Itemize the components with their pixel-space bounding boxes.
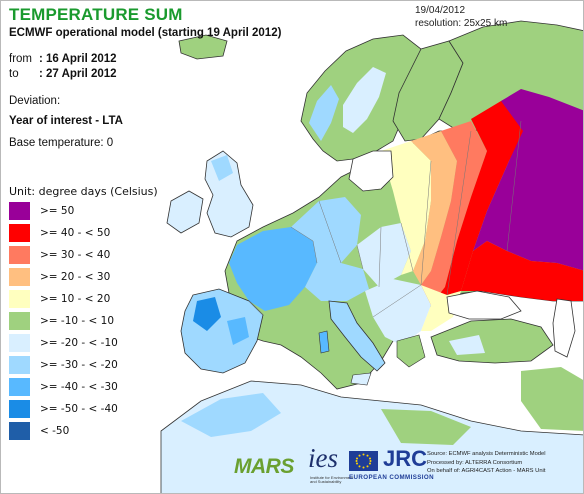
ies-logo-subtitle: Institute for Environment and Sustainabi… <box>310 475 354 484</box>
date-to-row: to : 27 April 2012 <box>9 68 117 80</box>
region-iceland <box>178 34 228 60</box>
deviation-label: Deviation: <box>9 95 61 107</box>
caspian-sea <box>552 298 576 358</box>
legend-swatch <box>9 202 30 220</box>
region-iberia-cold <box>193 297 221 331</box>
legend-item: < -50 <box>9 422 189 440</box>
legend-item: >= -50 - < -40 <box>9 400 189 418</box>
legend-label: >= -10 - < 10 <box>40 315 115 327</box>
region-sicily <box>350 372 372 386</box>
legend-label: >= 10 - < 20 <box>40 293 111 305</box>
legend-label: >= -20 - < -10 <box>40 337 118 349</box>
legend-label: >= -40 - < -30 <box>40 381 118 393</box>
credits-bar: MARS ies Institute for Environment and S… <box>231 443 583 491</box>
legend-label: >= -50 - < -40 <box>40 403 118 415</box>
region-norway-cold <box>309 85 339 141</box>
region-central-europe <box>357 223 411 287</box>
region-middle-east <box>521 367 583 431</box>
legend-swatch <box>9 246 30 264</box>
legend-swatch <box>9 400 30 418</box>
region-africa-cold <box>181 393 281 437</box>
region-warm-band-red <box>431 91 531 305</box>
legend-label: >= -30 - < -20 <box>40 359 118 371</box>
region-warm-band-yellow <box>381 141 431 275</box>
map-date: 19/04/2012 <box>415 5 466 16</box>
legend-swatch <box>9 422 30 440</box>
legend-item: >= -30 - < -20 <box>9 356 189 374</box>
region-warm-band-salmon <box>421 121 487 305</box>
region-sardinia <box>318 330 330 354</box>
legend-label: >= 40 - < 50 <box>40 227 111 239</box>
region-benelux-germany-cool <box>291 197 361 263</box>
date-from-row: from : 16 April 2012 <box>9 53 117 65</box>
region-iberia-cold-2 <box>227 317 249 345</box>
base-temperature-label: Base temperature: 0 <box>9 137 114 149</box>
source-line: Source: ECMWF analysis Deterministic Mod… <box>427 451 546 457</box>
map-subtitle: ECMWF operational model (starting 19 Apr… <box>9 27 282 39</box>
jrc-logo: JRC <box>383 446 428 471</box>
legend-label: < -50 <box>40 425 70 437</box>
region-ireland <box>166 190 204 234</box>
legend-swatch <box>9 290 30 308</box>
legend-unit-label: Unit: degree days (Celsius) <box>9 185 158 198</box>
map-resolution: resolution: 25x25 km <box>415 18 508 29</box>
source-line: On behalf of: AGRI4CAST Action - MARS Un… <box>427 468 546 474</box>
map-title: TEMPERATURE SUM <box>9 5 183 24</box>
region-alps-cool <box>305 263 369 301</box>
region-greece <box>396 334 426 368</box>
legend-label: >= 50 <box>40 205 75 217</box>
date-to-label: to <box>9 68 19 80</box>
legend-item: >= 40 - < 50 <box>9 224 189 242</box>
legend-item: >= -10 - < 10 <box>9 312 189 330</box>
mars-logo-text: MARS <box>234 455 294 478</box>
country-borders <box>248 120 522 318</box>
legend-label: >= 20 - < 30 <box>40 271 111 283</box>
date-from-value: : 16 April 2012 <box>39 53 117 65</box>
date-to-value: : 27 April 2012 <box>39 68 117 80</box>
interest-label: Year of interest - LTA <box>9 115 123 127</box>
region-scotland-cold <box>211 155 233 181</box>
baltic-sea <box>348 150 394 192</box>
legend-swatch <box>9 268 30 286</box>
region-france <box>229 227 317 311</box>
region-africa-neutral <box>381 409 471 445</box>
legend-item: >= 50 <box>9 202 189 220</box>
region-east-red-band <box>461 241 583 301</box>
region-balkans <box>365 279 431 345</box>
legend-swatch <box>9 378 30 396</box>
region-warm-band-orange <box>411 131 457 285</box>
source-line: Processed by: ALTERRA Consortium <box>427 459 523 466</box>
eu-flag-icon <box>349 451 378 471</box>
legend-item: >= 30 - < 40 <box>9 246 189 264</box>
black-sea <box>446 290 522 320</box>
legend-swatch <box>9 312 30 330</box>
date-from-label: from <box>9 53 32 65</box>
legend-item: >= 10 - < 20 <box>9 290 189 308</box>
legend-item: >= -20 - < -10 <box>9 334 189 352</box>
legend-label: >= 30 - < 40 <box>40 249 111 261</box>
region-russia-hot <box>473 89 583 271</box>
region-italy <box>328 300 386 372</box>
legend-swatch <box>9 356 30 374</box>
source-text: Source: ECMWF analysis Deterministic Mod… <box>427 450 546 476</box>
legend-swatch <box>9 224 30 242</box>
legend-swatch <box>9 334 30 352</box>
region-sweden-cold <box>343 67 386 133</box>
region-turkey-cool <box>449 335 485 355</box>
ies-logo: ies <box>308 443 338 473</box>
legend-item: >= 20 - < 30 <box>9 268 189 286</box>
legend-item: >= -40 - < -30 <box>9 378 189 396</box>
mars-logo: MARS <box>234 455 294 479</box>
european-commission-label: EUROPEAN COMMISSION <box>349 474 434 481</box>
